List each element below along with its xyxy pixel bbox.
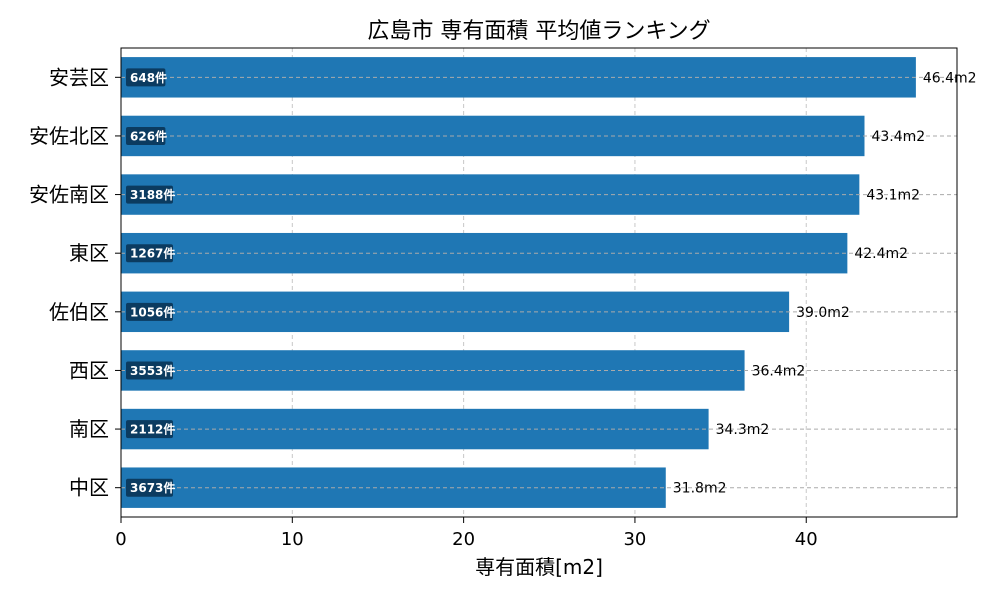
bar bbox=[121, 467, 666, 508]
count-badge bbox=[126, 361, 173, 380]
y-tick-label: 安佐南区 bbox=[29, 183, 109, 207]
value-label: 31.8m2 bbox=[673, 481, 727, 497]
value-label: 39.0m2 bbox=[796, 305, 850, 321]
count-badge bbox=[126, 185, 173, 204]
value-label: 42.4m2 bbox=[854, 246, 908, 262]
count-badge bbox=[126, 420, 173, 439]
x-tick-label: 20 bbox=[452, 529, 475, 550]
x-axis-label: 専有面積[m2] bbox=[475, 555, 603, 579]
count-label: 2112件 bbox=[130, 422, 175, 437]
y-tick-label: 安佐北区 bbox=[29, 124, 109, 148]
count-badge bbox=[126, 478, 173, 497]
bar bbox=[121, 57, 916, 98]
y-tick-label: 西区 bbox=[69, 358, 109, 382]
count-label: 626件 bbox=[130, 128, 167, 143]
chart-title: 広島市 専有面積 平均値ランキング bbox=[367, 19, 710, 44]
data-labels: 46.4m2 648件 43.4m2 626件 43.1m2 3188件 42.4m2 126… bbox=[121, 68, 977, 497]
value-label: 43.4m2 bbox=[871, 129, 925, 145]
count-label: 3553件 bbox=[130, 363, 175, 378]
count-badge bbox=[126, 68, 166, 87]
x-tick-label: 40 bbox=[795, 529, 818, 550]
value-label: 43.1m2 bbox=[866, 188, 920, 204]
count-badge bbox=[126, 126, 166, 145]
bars bbox=[121, 57, 916, 508]
plot-frame bbox=[120, 47, 958, 518]
bar bbox=[121, 408, 709, 450]
y-tick-label: 東区 bbox=[69, 241, 109, 265]
x-tick-label: 0 bbox=[115, 529, 126, 550]
x-tick-label: 30 bbox=[623, 529, 646, 550]
x-tick-label: 10 bbox=[281, 529, 304, 550]
count-badge bbox=[126, 244, 173, 263]
bar bbox=[121, 174, 860, 215]
count-label: 648件 bbox=[130, 70, 167, 85]
value-label: 34.3m2 bbox=[716, 422, 770, 438]
count-label: 1267件 bbox=[130, 246, 175, 261]
count-badge bbox=[126, 302, 173, 321]
y-tick-label: 南区 bbox=[69, 417, 109, 441]
count-label: 1056件 bbox=[130, 304, 175, 319]
count-label: 3673件 bbox=[130, 480, 175, 495]
y-tick-label: 安芸区 bbox=[49, 65, 109, 89]
y-tick-label: 中区 bbox=[69, 476, 109, 500]
count-label: 3188件 bbox=[130, 187, 175, 202]
value-label: 36.4m2 bbox=[752, 363, 806, 379]
x-axis-ticks: 0 10 20 30 40 bbox=[115, 517, 818, 550]
value-label: 46.4m2 bbox=[923, 70, 977, 86]
y-tick-label: 佐伯区 bbox=[49, 300, 109, 324]
